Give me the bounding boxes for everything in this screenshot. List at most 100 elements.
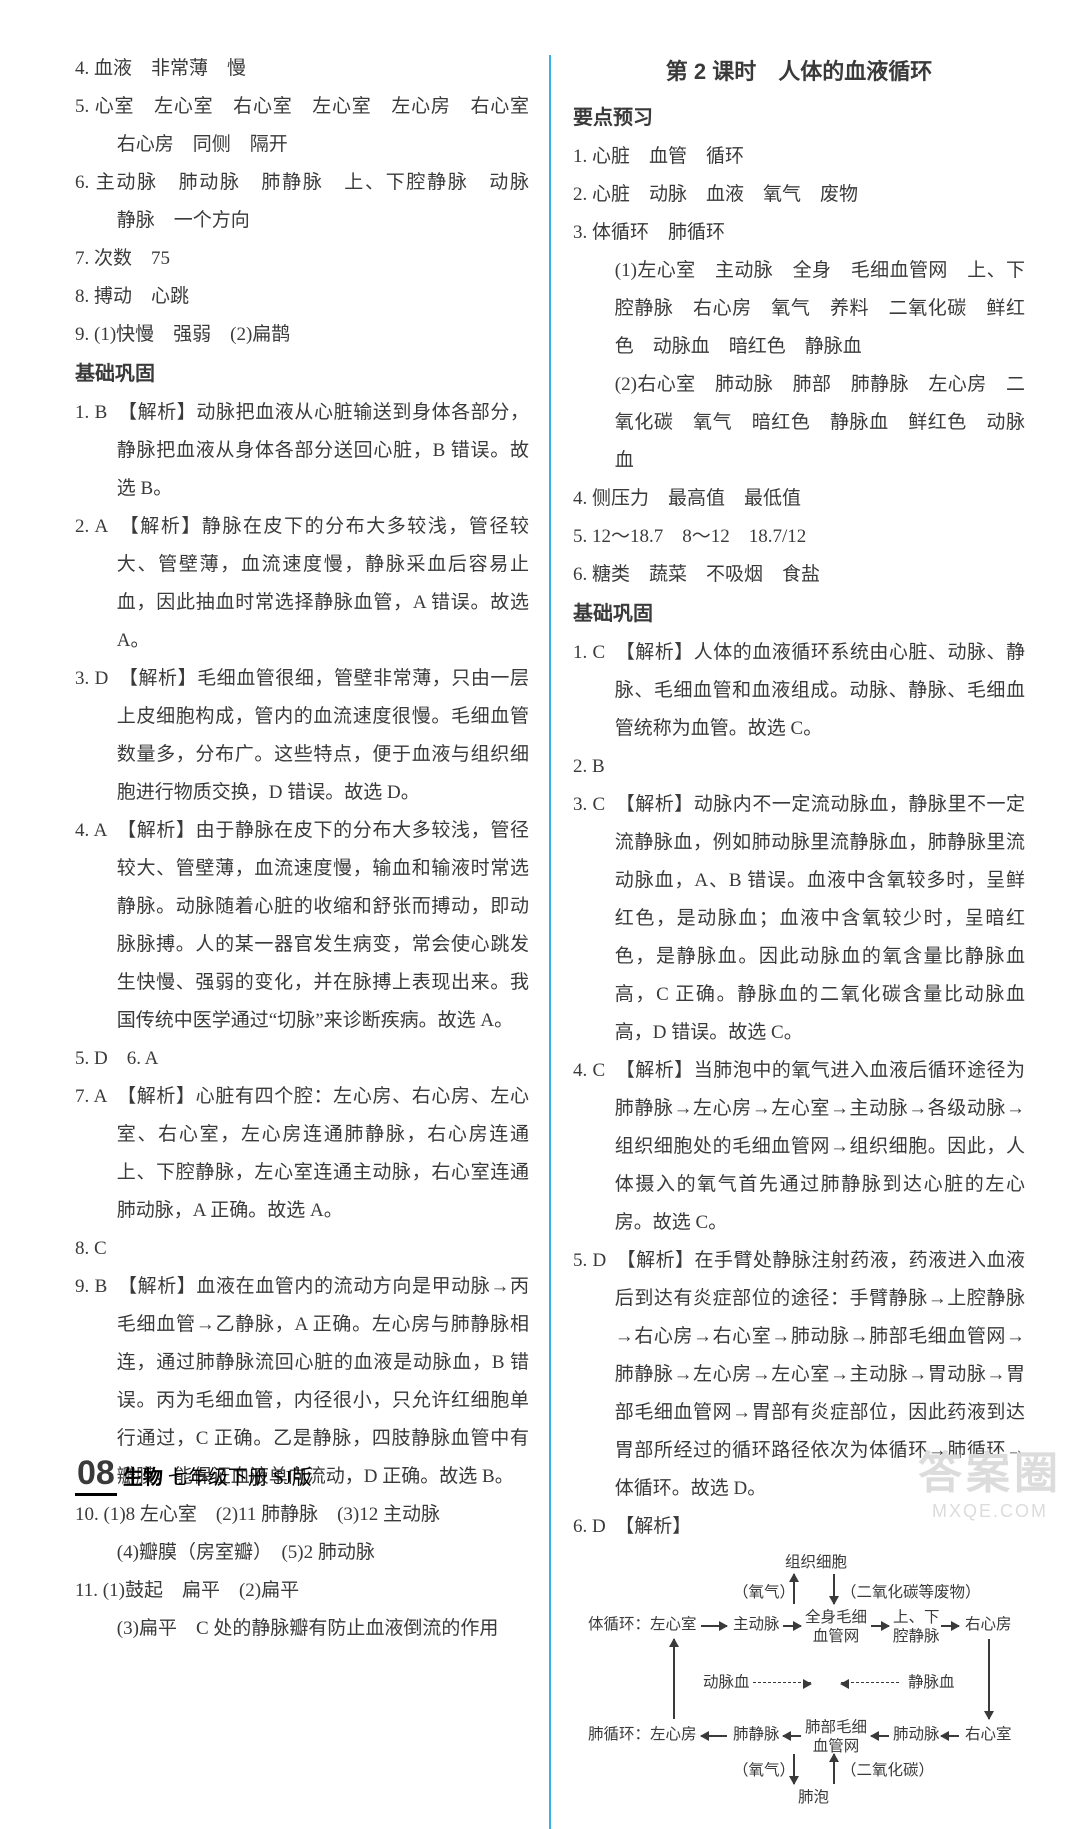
dash [753,1682,811,1684]
answer-text: 6. A [108,1048,159,1069]
answer-text: 【解析】心脏有四个腔：左心房、右心房、左心室、右心室，左心房连通肺静脉，右心房连… [117,1086,529,1221]
pre-item: 3. 体循环 肺循环 [573,214,1025,252]
arrow [783,1625,801,1627]
diag-bl: （氧气） [733,1762,795,1781]
answer-letter: D [94,1048,108,1069]
answer-item: 1. C 【解析】人体的血液循环系统由心脏、动脉、静脉、毛细血管和血液组成。动脉… [573,634,1025,748]
circulation-diagram: 组织细胞 （氧气） （二氧化碳等废物） 体循环：左心室 主动脉 全身毛细血管网 … [593,1554,1023,1829]
answer-num: 1. [573,642,587,663]
section-title: 基础巩固 [573,594,1025,634]
pre-item: 6. 主动脉 肺动脉 肺静脉 上、下腔静脉 动脉 静脉 一个方向 [75,164,529,240]
arrow [783,1735,801,1737]
answer-num: 2. [573,756,587,777]
footer-text: 生物 七年级下册 SJ版 [123,1461,312,1490]
answer-num: 2. [75,516,89,537]
answer-letter: A [94,1086,107,1107]
pre-item: 8. 搏动 心跳 [75,278,529,316]
answer-num: 9. [75,1276,89,1297]
diag-r1c: 全身毛细血管网 [805,1609,867,1646]
answer-item: 2. B [573,748,1025,786]
answer-text: 【解析】由于静脉在皮下的分布大多较浅，管径较大、管壁薄，血流速度慢，输血和输液时… [117,820,529,1031]
pre-item: 4. 血液 非常薄 慢 [75,50,529,88]
answer-num: 7. [75,1086,89,1107]
pre-item: 7. 次数 75 [75,240,529,278]
watermark-line1: 答案圈 [918,1437,1062,1501]
answer-text: 【解析】当肺泡中的氧气进入血液后循环途径为肺静脉→左心房→左心室→主动脉→各级动… [615,1060,1025,1233]
section-title: 要点预习 [573,98,1025,138]
arrow [673,1639,675,1719]
watermark-line2: MXQE.COM [918,1501,1062,1522]
diag-r2r: 肺动脉 [893,1726,940,1745]
diag-tl: （氧气） [733,1584,795,1603]
diag-r1m: 主动脉 [733,1616,780,1635]
q10-line1: 10. (1)8 左心室 (2)11 肺静脉 (3)12 主动脉 [75,1496,529,1534]
answer-letter: A [95,516,108,537]
arrow [871,1625,889,1627]
diag-top: 组织细胞 [785,1554,847,1573]
answer-num: 3. [75,668,89,689]
answer-num: 3. [573,794,587,815]
answer-text: 【解析】毛细血管很细，管壁非常薄，只由一层上皮细胞构成，管内的血流速度很慢。毛细… [117,668,529,803]
answer-text: 【解析】人体的血液循环系统由心脏、动脉、静脉、毛细血管和血液组成。动脉、静脉、毛… [615,642,1025,739]
arrow [871,1735,889,1737]
pre-item: 1. 心脏 血管 循环 [573,138,1025,176]
pre-item: 6. 糖类 蔬菜 不吸烟 食盐 [573,556,1025,594]
answer-num: 5. [573,1250,587,1271]
arrow [941,1625,959,1627]
answer-item: 1. B 【解析】动脉把血液从心脏输送到身体各部分，静脉把血液从身体各部分送回心… [75,394,529,508]
arrow [833,1754,835,1784]
answer-text: 【解析】动脉把血液从心脏输送到身体各部分，静脉把血液从身体各部分送回心脏，B 错… [117,402,529,499]
arrow [941,1735,959,1737]
answer-letter: D [592,1516,606,1537]
answer-item: 8. C [75,1230,529,1268]
dash [841,1682,899,1684]
answer-num: 4. [75,820,89,841]
answer-letter: B [592,756,605,777]
q11-line1: 11. (1)鼓起 扁平 (2)扁平 [75,1572,529,1610]
section-title: 基础巩固 [75,354,529,394]
answer-letter: C [593,794,606,815]
answer-letter: C [593,642,606,663]
diag-br: （二氧化碳） [841,1762,934,1781]
answer-text: 【解析】动脉内不一定流动脉血，静脉里不一定流静脉血，例如肺动脉里流静脉血，肺静脉… [615,794,1025,1043]
answer-num: 8. [75,1238,89,1259]
answer-letter: D [592,1250,606,1271]
diag-r1r: 上、下腔静脉 [893,1609,940,1646]
diag-midl: 动脉血 [703,1674,750,1693]
diag-r2c: 肺部毛细血管网 [805,1719,867,1756]
pre-item: 2. 心脏 动脉 血液 氧气 废物 [573,176,1025,214]
answer-letter: C [94,1238,107,1259]
answer-num: 5. [75,1048,89,1069]
answer-item: 3. D 【解析】毛细血管很细，管壁非常薄，只由一层上皮细胞构成，管内的血流速度… [75,660,529,812]
pre-item: 4. 侧压力 最高值 最低值 [573,480,1025,518]
arrow [833,1574,835,1604]
answer-num: 6. [573,1516,587,1537]
lesson-heading: 第 2 课时 人体的血液循环 [573,50,1025,94]
answer-item: 7. A 【解析】心脏有四个腔：左心房、右心房、左心室、右心室，左心房连通肺静脉… [75,1078,529,1230]
diag-midr: 静脉血 [908,1674,955,1693]
answer-item: 2. A 【解析】静脉在皮下的分布大多较浅，管径较大、管壁薄，血流速度慢，静脉采… [75,508,529,660]
arrow [988,1639,990,1719]
answer-item: 5. D 6. A [75,1040,529,1078]
answer-text: 【解析】静脉在皮下的分布大多较浅，管径较大、管壁薄，血流速度慢，静脉采血后容易止… [117,516,529,651]
page: 4. 血液 非常薄 慢 5. 心室 左心室 右心室 左心室 左心房 右心室 右心… [0,0,1080,1829]
diag-r1rr: 右心房 [965,1616,1012,1635]
answer-num: 1. [75,402,89,423]
pre-item: 9. (1)快慢 强弱 (2)扁鹊 [75,316,529,354]
diag-r2rr: 右心室 [965,1726,1012,1745]
answer-item: 4. C 【解析】当肺泡中的氧气进入血液后循环途径为肺静脉→左心房→左心室→主动… [573,1052,1025,1242]
answer-item: 3. C 【解析】动脉内不一定流动脉血，静脉里不一定流静脉血，例如肺动脉里流静脉… [573,786,1025,1052]
diag-r1l: 体循环：左心室 [588,1616,697,1635]
diag-r2m: 肺静脉 [733,1726,780,1745]
page-footer: 08 生物 七年级下册 SJ版 [75,1454,312,1496]
answer-item: 4. A 【解析】由于静脉在皮下的分布大多较浅，管径较大、管壁薄，血流速度慢，输… [75,812,529,1040]
pre-item: 5. 12～18.7 8～12 18.7/12 [573,518,1025,556]
diag-tr: （二氧化碳等废物） [841,1584,981,1603]
arrow [701,1625,727,1627]
left-column: 4. 血液 非常薄 慢 5. 心室 左心室 右心室 左心室 左心房 右心室 右心… [75,50,549,1829]
q11-line2: (3)扁平 C 处的静脉瓣有防止血液倒流的作用 [75,1610,529,1648]
watermark: 答案圈 MXQE.COM [918,1437,1062,1522]
pre-item: 5. 心室 左心室 右心室 左心室 左心房 右心室 右心房 同侧 隔开 [75,88,529,164]
page-number: 08 [75,1454,117,1496]
footer-grade: 七年级下册 SJ版 [168,1467,312,1489]
